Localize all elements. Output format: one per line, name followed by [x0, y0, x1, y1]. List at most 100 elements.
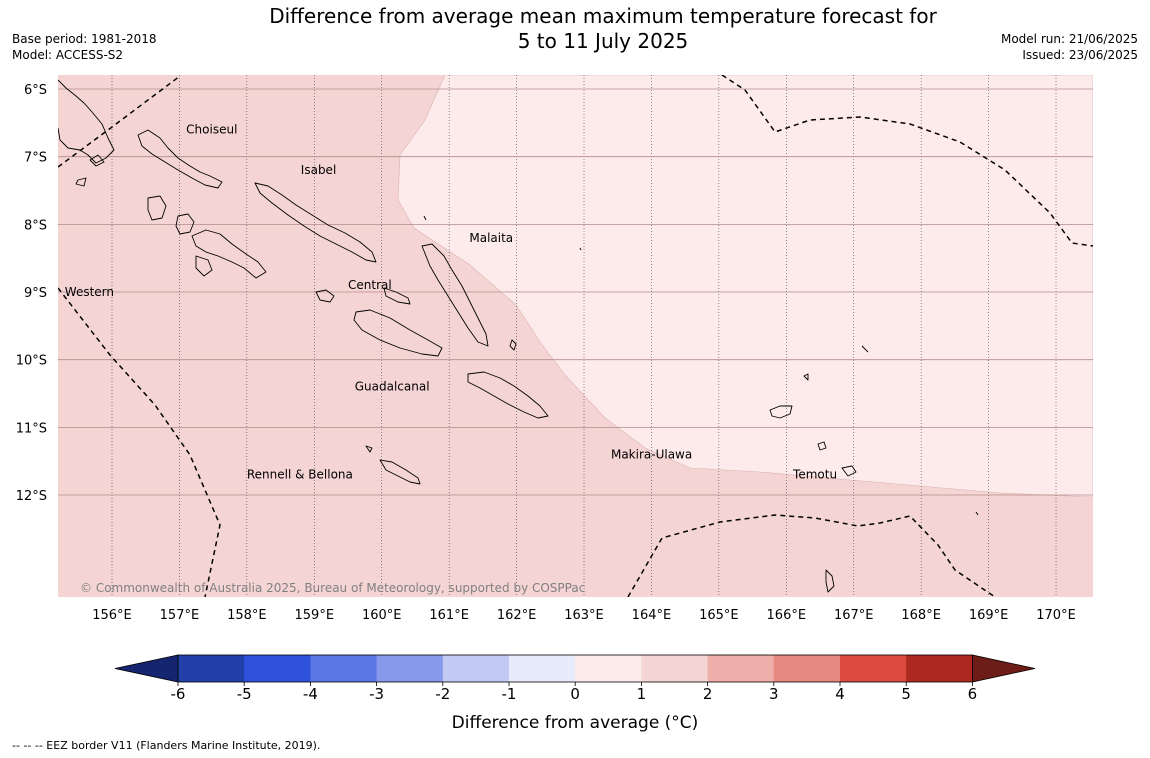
colour-bar-swatch	[840, 655, 907, 682]
longitude-tick-label: 168°E	[901, 608, 941, 623]
map-title: Difference from average mean maximum tem…	[200, 4, 1006, 54]
eez-line-south-west	[58, 287, 221, 597]
buka-detail	[89, 154, 105, 167]
colour-bar-tick-label: 1	[637, 685, 647, 703]
nendo-island	[769, 405, 793, 419]
colour-bar-swatch	[442, 655, 510, 682]
colour-bar-swatch	[707, 655, 775, 682]
longitude-tick-label: 169°E	[969, 608, 1009, 623]
longitude-tick-label: 165°E	[699, 608, 739, 623]
colour-bar-tick-label: -4	[303, 685, 318, 703]
tikopia-island	[841, 465, 857, 477]
rennell-island	[379, 459, 421, 485]
longitude-tick-label: 158°E	[227, 608, 267, 623]
longitude-tick-label: 160°E	[362, 608, 402, 623]
longitude-tick-label: 163°E	[564, 608, 604, 623]
colour-bar-swatch	[244, 655, 311, 682]
colour-bar-tick-label: 6	[968, 685, 978, 703]
colour-bar-tick-label: -5	[237, 685, 252, 703]
colour-bar-tick-label: 5	[901, 685, 911, 703]
bellona-island	[365, 445, 373, 453]
new-georgia-island	[191, 229, 267, 279]
anomaly-band-0-to-1	[397, 75, 1093, 498]
ontong-java-islet	[423, 215, 427, 221]
shortland-island	[75, 177, 87, 187]
latitude-tick-label: 11°S	[16, 421, 47, 436]
longitude-tick-label: 162°E	[497, 608, 537, 623]
province-label: Temotu	[792, 468, 837, 482]
colour-bar-tick-label: 0	[570, 685, 580, 703]
colour-bar-tick-label: -1	[502, 685, 517, 703]
vanikoro-island	[817, 441, 827, 451]
guadalcanal-island	[353, 309, 443, 357]
province-label: Western	[65, 285, 114, 299]
malaita-island	[421, 243, 489, 347]
longitude-tick-label: 166°E	[767, 608, 807, 623]
eez-line-north-west	[58, 75, 181, 168]
latitude-tick-label: 12°S	[16, 489, 47, 504]
title-line-1: Difference from average mean maximum tem…	[269, 4, 937, 28]
province-label: Isabel	[301, 163, 336, 177]
longitude-tick-label: 167°E	[834, 608, 874, 623]
eez-footnote: -- -- -- EEZ border V11 (Flanders Marine…	[12, 739, 321, 752]
graticule	[58, 75, 1093, 597]
colour-bar-swatch	[310, 655, 377, 682]
province-labels: Choiseul Isabel Malaita Western Central Guada…	[65, 123, 837, 482]
colour-bar-tick-label: -3	[369, 685, 384, 703]
colour-bar: -6 -5 -4 -3 -2 -1 0 1 2 3 4 5 6	[114, 654, 1036, 703]
title-line-2: 5 to 11 July 2025	[517, 29, 689, 53]
bougainville-island	[58, 79, 115, 164]
nggela-islands	[383, 287, 411, 305]
issued-date: Issued: 23/06/2025	[1022, 48, 1138, 62]
eez-borders	[58, 75, 1093, 597]
latitude-tick-label: 6°S	[24, 83, 47, 98]
province-label: Central	[348, 278, 392, 292]
latitude-tick-label: 8°S	[24, 218, 47, 233]
colour-bar-tick-label: -6	[171, 685, 186, 703]
longitude-tick-label: 156°E	[92, 608, 132, 623]
makira-island	[467, 371, 549, 419]
choiseul-island	[137, 129, 223, 189]
colour-bar-max-arrow	[972, 654, 1036, 683]
ulawa-island	[509, 339, 517, 351]
colour-bar-tick-label: 4	[835, 685, 845, 703]
duff-islands	[803, 373, 809, 381]
province-label: Choiseul	[186, 123, 237, 137]
colour-bar-label: Difference from average (°C)	[452, 713, 699, 733]
latitude-tick-label: 9°S	[24, 286, 47, 301]
colour-bar-swatch	[773, 655, 841, 682]
colour-bar-swatch	[509, 655, 576, 682]
vella-lavella-island	[147, 195, 167, 221]
latitude-labels: 6°S 7°S 8°S 9°S 10°S 11°S 12°S	[16, 83, 47, 504]
province-label: Makira-Ulawa	[611, 447, 692, 461]
meta-left: Base period: 1981-2018 Model: ACCESS-S2	[12, 31, 157, 63]
longitude-tick-label: 161°E	[429, 608, 469, 623]
longitude-tick-label: 159°E	[295, 608, 335, 623]
colour-bar-tick-label: 2	[703, 685, 713, 703]
colour-bar-tick-label: 3	[769, 685, 779, 703]
reef-islands	[861, 345, 869, 353]
longitude-tick-label: 157°E	[160, 608, 200, 623]
model-name: Model: ACCESS-S2	[12, 48, 124, 62]
latitude-tick-label: 7°S	[24, 151, 47, 166]
latitude-tick-label: 10°S	[16, 354, 47, 369]
sikaiana-islet	[579, 247, 582, 251]
anuta-islet	[825, 569, 835, 593]
longitude-labels: 156°E 157°E 158°E 159°E 160°E 161°E 162°E 163°E…	[92, 608, 1076, 623]
province-label: Guadalcanal	[355, 380, 430, 394]
colour-bar-swatch	[641, 655, 708, 682]
coastlines	[58, 79, 979, 593]
fataka-islet	[975, 511, 979, 516]
province-label: Rennell & Bellona	[247, 468, 353, 482]
province-label: Malaita	[469, 231, 513, 245]
santa-isabel-island	[254, 182, 377, 263]
rendova-island	[195, 255, 213, 277]
meta-right: Model run: 21/06/2025 Issued: 23/06/2025	[1001, 31, 1138, 63]
longitude-tick-label: 170°E	[1036, 608, 1076, 623]
colour-bar-swatch	[178, 655, 245, 682]
colour-bar-tick-label: -2	[435, 685, 450, 703]
map-plot-area	[58, 75, 1093, 597]
copyright-notice: © Commonwealth of Australia 2025, Bureau…	[80, 581, 585, 595]
colour-bar-swatch	[906, 655, 973, 682]
